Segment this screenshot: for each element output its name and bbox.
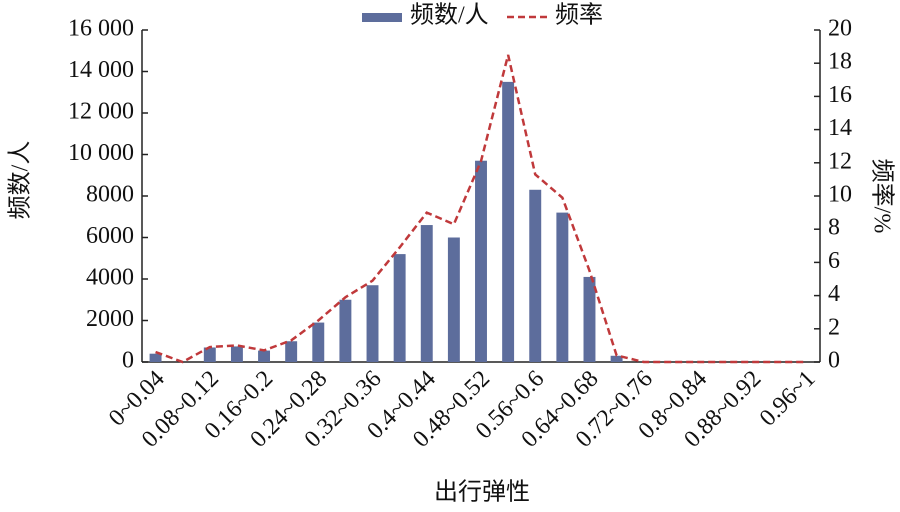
bar [502, 81, 515, 362]
bar [529, 189, 542, 362]
y2-tick-label: 12 [828, 148, 852, 174]
bar [230, 346, 243, 362]
legend-label: 频率 [555, 2, 603, 29]
bar [583, 276, 596, 362]
y-axis-label: 频数/人 [7, 141, 34, 220]
y2-tick-label: 10 [828, 182, 852, 208]
y-tick-label: 6000 [86, 223, 134, 249]
y-tick-label: 12 000 [68, 99, 134, 125]
y2-tick-label: 16 [828, 82, 852, 108]
y2-tick-label: 6 [828, 248, 840, 274]
y2-tick-label: 8 [828, 215, 840, 241]
legend-swatch [362, 13, 402, 22]
bar [258, 350, 271, 362]
bar [475, 160, 487, 362]
y-tick-label: 8000 [86, 182, 134, 208]
x-axis-label: 出行弹性 [434, 479, 530, 506]
y2-tick-label: 4 [828, 281, 840, 307]
y-tick-label: 14 000 [68, 57, 134, 83]
legend-label: 频数/人 [410, 2, 489, 29]
bar [203, 347, 216, 362]
bar [149, 353, 162, 362]
y2-tick-label: 14 [828, 115, 852, 141]
y2-tick-label: 20 [828, 16, 852, 42]
bar [393, 254, 406, 362]
bar [339, 299, 352, 362]
y-tick-label: 4000 [86, 265, 134, 291]
bar [285, 341, 298, 362]
y-tick-label: 0 [122, 348, 134, 374]
bar [312, 322, 325, 362]
y2-tick-label: 2 [828, 314, 840, 340]
line [155, 54, 807, 364]
x-tick-label: 0.96~1 [755, 366, 821, 432]
y2-tick-label: 0 [828, 348, 840, 374]
y-tick-label: 16 000 [68, 16, 134, 42]
y-tick-label: 10 000 [68, 140, 134, 166]
bar [447, 237, 460, 362]
bar [610, 355, 623, 362]
y2-tick-label: 18 [828, 49, 852, 75]
bar [556, 212, 569, 362]
y2-axis-label: 频率/% [868, 159, 895, 234]
y-tick-label: 2000 [86, 306, 134, 332]
bar [420, 225, 433, 362]
bar [366, 285, 379, 362]
